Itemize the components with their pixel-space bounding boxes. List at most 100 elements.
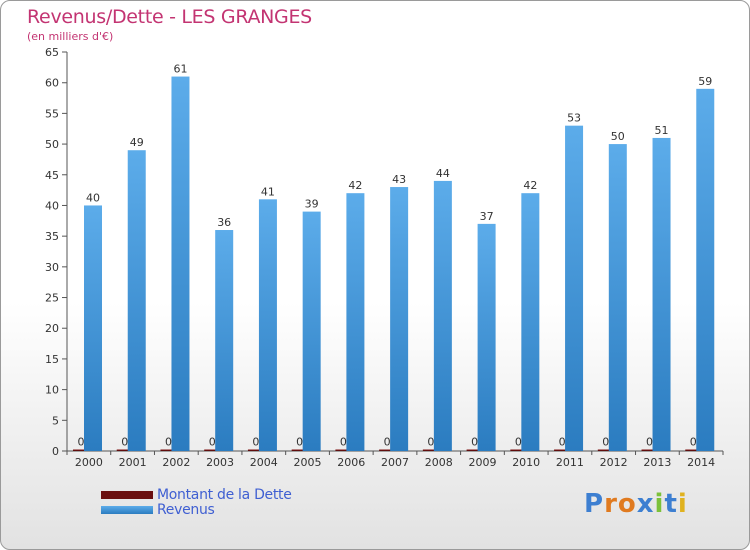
bar-dette	[291, 449, 308, 451]
x-tick-label: 2008	[425, 456, 453, 469]
x-tick-label: 2004	[250, 456, 278, 469]
data-label-revenus: 36	[217, 216, 231, 229]
chart-subtitle: (en milliers d'€)	[27, 30, 114, 43]
logo-letter: P	[584, 489, 605, 519]
bar-dette	[685, 449, 702, 451]
y-tick-label: 40	[45, 199, 59, 212]
x-tick-label: 2013	[643, 456, 671, 469]
bar-revenus	[171, 76, 190, 452]
x-tick-label: 2010	[512, 456, 540, 469]
bar-revenus	[127, 150, 146, 451]
bar-dette	[247, 449, 264, 451]
x-tick-label: 2009	[468, 456, 496, 469]
bar-revenus	[302, 211, 321, 451]
bar-revenus	[390, 187, 409, 452]
logo-letter: r	[604, 489, 618, 519]
data-label-revenus: 39	[305, 198, 319, 211]
bar-dette	[204, 449, 221, 451]
data-label-revenus: 59	[698, 75, 712, 88]
y-tick-label: 35	[45, 230, 59, 243]
y-tick-label: 0	[52, 445, 59, 458]
x-tick-label: 2001	[119, 456, 147, 469]
bar-revenus	[565, 125, 584, 452]
bar-revenus	[258, 199, 277, 451]
y-tick-label: 30	[45, 261, 59, 274]
bar-revenus	[652, 137, 671, 451]
logo-letter: t	[664, 489, 678, 519]
y-tick-label: 55	[45, 107, 59, 120]
data-label-dette: 0	[690, 436, 697, 449]
data-label-dette: 0	[340, 436, 347, 449]
y-tick-label: 20	[45, 322, 59, 335]
bar-revenus	[696, 88, 715, 451]
bar-revenus	[215, 230, 234, 451]
chart-title: Revenus/Dette - LES GRANGES	[27, 6, 312, 28]
x-tick-label: 2002	[162, 456, 190, 469]
logo-letter: o	[617, 489, 637, 519]
bar-dette	[641, 449, 658, 451]
bar-revenus	[521, 193, 540, 451]
bar-dette	[116, 449, 133, 451]
y-tick-label: 15	[45, 353, 59, 366]
bar-revenus	[477, 223, 496, 451]
bar-dette	[379, 449, 396, 451]
bar-dette	[466, 449, 483, 451]
legend-label-revenus: Revenus	[157, 502, 215, 518]
data-label-revenus: 42	[348, 179, 362, 192]
data-label-dette: 0	[121, 436, 128, 449]
bar-revenus	[608, 144, 627, 452]
bar-dette	[160, 449, 177, 451]
legend-swatch-revenus	[101, 506, 153, 514]
bar-revenus	[433, 180, 452, 451]
data-label-revenus: 37	[480, 210, 494, 223]
proxiti-logo: Proxiti	[584, 489, 688, 519]
data-label-revenus: 51	[655, 124, 669, 137]
data-label-dette: 0	[165, 436, 172, 449]
x-tick-label: 2012	[600, 456, 628, 469]
data-label-dette: 0	[646, 436, 653, 449]
y-tick-label: 65	[45, 46, 59, 59]
data-label-dette: 0	[602, 436, 609, 449]
data-label-dette: 0	[471, 436, 478, 449]
x-tick-label: 2006	[337, 456, 365, 469]
data-label-dette: 0	[296, 436, 303, 449]
x-tick-label: 2014	[687, 456, 715, 469]
data-label-dette: 0	[427, 436, 434, 449]
data-label-dette: 0	[559, 436, 566, 449]
bar-dette	[73, 449, 89, 451]
data-label-revenus: 41	[261, 185, 275, 198]
data-label-revenus: 42	[523, 179, 537, 192]
bar-dette	[335, 449, 352, 451]
data-label-revenus: 50	[611, 130, 625, 143]
data-label-revenus: 61	[173, 63, 187, 76]
logo-letter: i	[677, 489, 688, 519]
data-label-revenus: 53	[567, 112, 581, 125]
bar-dette	[597, 449, 614, 451]
bar-dette	[554, 449, 571, 451]
logo-letter: x	[636, 489, 655, 519]
bar-dette	[422, 449, 439, 451]
x-tick-label: 2000	[75, 456, 103, 469]
x-tick-label: 2011	[556, 456, 584, 469]
y-tick-label: 25	[45, 292, 59, 305]
data-label-dette: 0	[384, 436, 391, 449]
bar-revenus	[84, 205, 102, 451]
bar-dette	[510, 449, 527, 451]
y-tick-label: 50	[45, 138, 59, 151]
y-tick-label: 5	[52, 414, 59, 427]
y-tick-label: 10	[45, 384, 59, 397]
bar-revenus	[346, 193, 365, 451]
data-label-revenus: 40	[86, 191, 100, 204]
legend-label-dette: Montant de la Dette	[157, 487, 292, 503]
data-label-dette: 0	[78, 436, 85, 449]
data-label-dette: 0	[252, 436, 259, 449]
data-label-dette: 0	[209, 436, 216, 449]
logo-letter: i	[654, 489, 665, 519]
data-label-revenus: 44	[436, 167, 450, 180]
y-tick-label: 45	[45, 169, 59, 182]
data-label-revenus: 43	[392, 173, 406, 186]
data-label-revenus: 49	[130, 136, 144, 149]
data-label-dette: 0	[515, 436, 522, 449]
x-tick-label: 2003	[206, 456, 234, 469]
